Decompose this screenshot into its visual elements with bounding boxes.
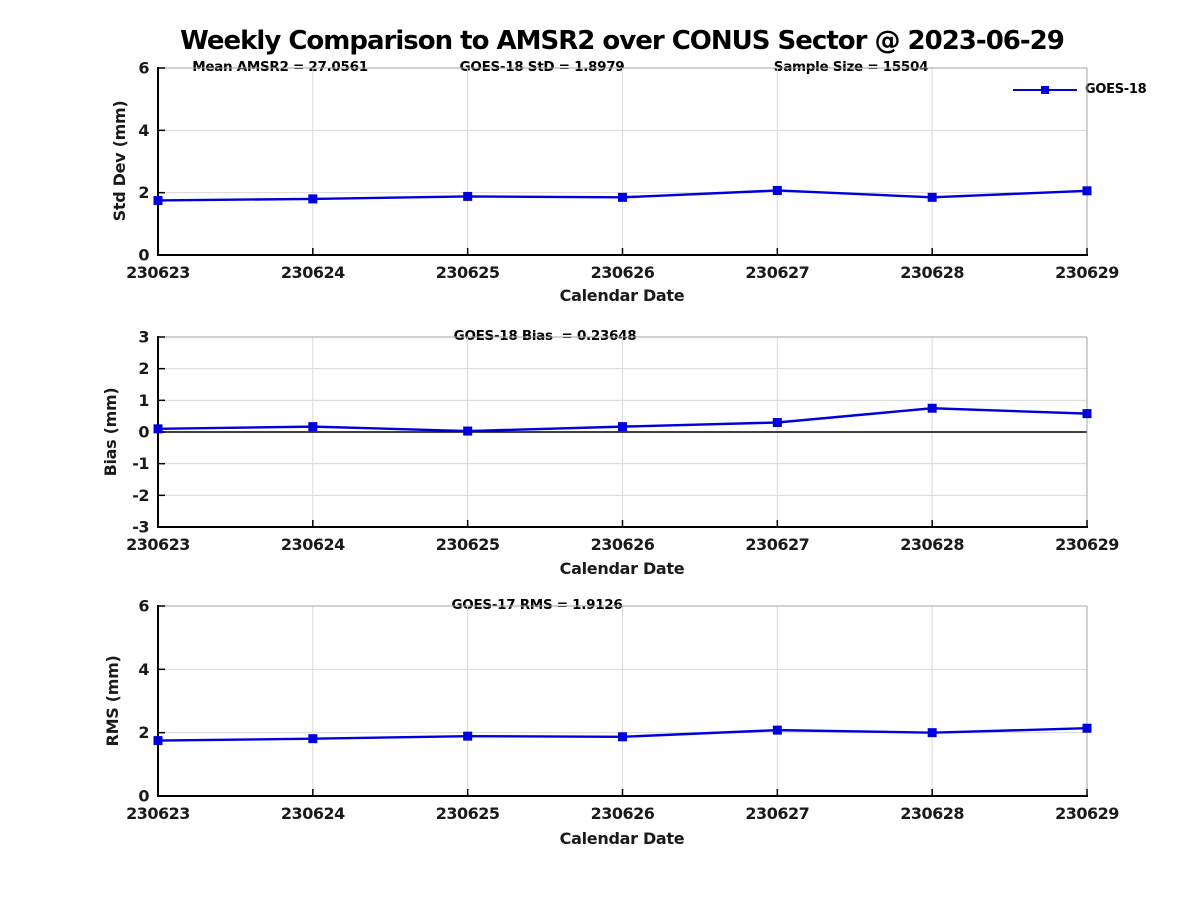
legend: GOES-18 [1013, 81, 1147, 98]
data-point-marker [772, 418, 782, 427]
x-tick-label: 230623 [126, 535, 190, 554]
data-point-marker [308, 734, 318, 744]
subplot-3: 0 2 4 6 230623 230624 230625 230626 230627 230628… [126, 597, 1120, 824]
x-tick-label: 230626 [591, 535, 655, 554]
y-tick-label: 0 [138, 423, 149, 442]
y-tick-label: 3 [138, 328, 149, 347]
subplot-1: 0 2 4 6 230623 230624 230625 230626 230627 230628… [126, 59, 1120, 283]
y-tick-label: 4 [138, 121, 149, 140]
y-tick-label: 2 [138, 723, 149, 742]
x-tick-label: 230624 [281, 804, 345, 823]
annotation-goes18-bias: GOES-18 Bias = 0.23648 [453, 328, 637, 344]
x-tick-label: 230625 [436, 263, 500, 282]
x-tick-label: 230625 [436, 804, 500, 823]
annotation-goes18-std: GOES-18 StD = 1.8979 [459, 59, 625, 75]
y-tick-label: 2 [138, 183, 149, 202]
x-tick-label: 230625 [436, 535, 500, 554]
x-tick-label: 230624 [281, 263, 345, 282]
legend-label: GOES-18 [1085, 82, 1147, 97]
x-tick-label: 230628 [900, 535, 964, 554]
data-point-marker [772, 725, 782, 735]
xlabel-calendar-date-2: Calendar Date [559, 559, 685, 578]
x-tick-label: 230627 [745, 804, 809, 823]
x-tick-label: 230629 [1055, 535, 1119, 554]
y-tick-label: 1 [138, 391, 149, 410]
y-tick-label: 2 [138, 359, 149, 378]
x-tick-label: 230627 [745, 535, 809, 554]
xlabel-calendar-date-3: Calendar Date [559, 829, 685, 848]
data-point-marker [153, 736, 163, 746]
data-point-marker [927, 192, 937, 202]
x-tick-label: 230624 [281, 535, 345, 554]
subplot-2: -3 -2 -1 0 1 2 3 230623 230624 230625 230626 230627… [126, 328, 1120, 555]
data-point-marker [618, 192, 627, 202]
x-tick-label: 230629 [1055, 804, 1119, 823]
x-tick-label: 230628 [900, 804, 964, 823]
y-tick-label: 0 [138, 787, 149, 806]
x-tick-label: 230626 [591, 263, 655, 282]
figure-title: Weekly Comparison to AMSR2 over CONUS Se… [180, 26, 1065, 56]
y-tick-label: 6 [138, 59, 149, 78]
y-tick-label: -1 [132, 454, 149, 473]
data-point-marker [308, 194, 318, 204]
annotation-sample-size: Sample Size = 15504 [773, 59, 929, 75]
data-point-marker [927, 728, 937, 738]
xlabel-calendar-date-1: Calendar Date [559, 286, 685, 305]
x-tick-label: 230629 [1055, 263, 1119, 282]
x-tick-label: 230628 [900, 263, 964, 282]
x-tick-label: 230626 [591, 804, 655, 823]
data-point-marker [618, 422, 627, 432]
data-point-marker [1082, 186, 1092, 196]
x-tick-label: 230627 [745, 263, 809, 282]
data-point-marker [463, 731, 473, 741]
data-point-marker [308, 422, 318, 432]
y-tick-label: 6 [138, 597, 149, 616]
data-point-marker [153, 424, 163, 434]
data-point-marker [153, 195, 163, 205]
y-tick-label: 4 [138, 660, 149, 679]
data-point-marker [772, 185, 782, 195]
data-point-marker [463, 191, 473, 201]
data-point-marker [1082, 409, 1092, 419]
x-tick-label: 230623 [126, 263, 190, 282]
y-tick-label: -3 [132, 518, 149, 537]
annotation-mean-amsr2: Mean AMSR2 = 27.0561 [192, 59, 368, 75]
data-point-marker [1082, 723, 1092, 733]
data-point-marker [618, 732, 627, 742]
y-tick-label: 0 [138, 246, 149, 265]
legend-line-sample [1013, 81, 1077, 98]
y-tick-label: -2 [132, 486, 149, 505]
data-point-marker [463, 426, 473, 436]
legend-square-marker-icon [1041, 85, 1049, 94]
data-point-marker [927, 403, 937, 413]
x-tick-label: 230623 [126, 804, 190, 823]
